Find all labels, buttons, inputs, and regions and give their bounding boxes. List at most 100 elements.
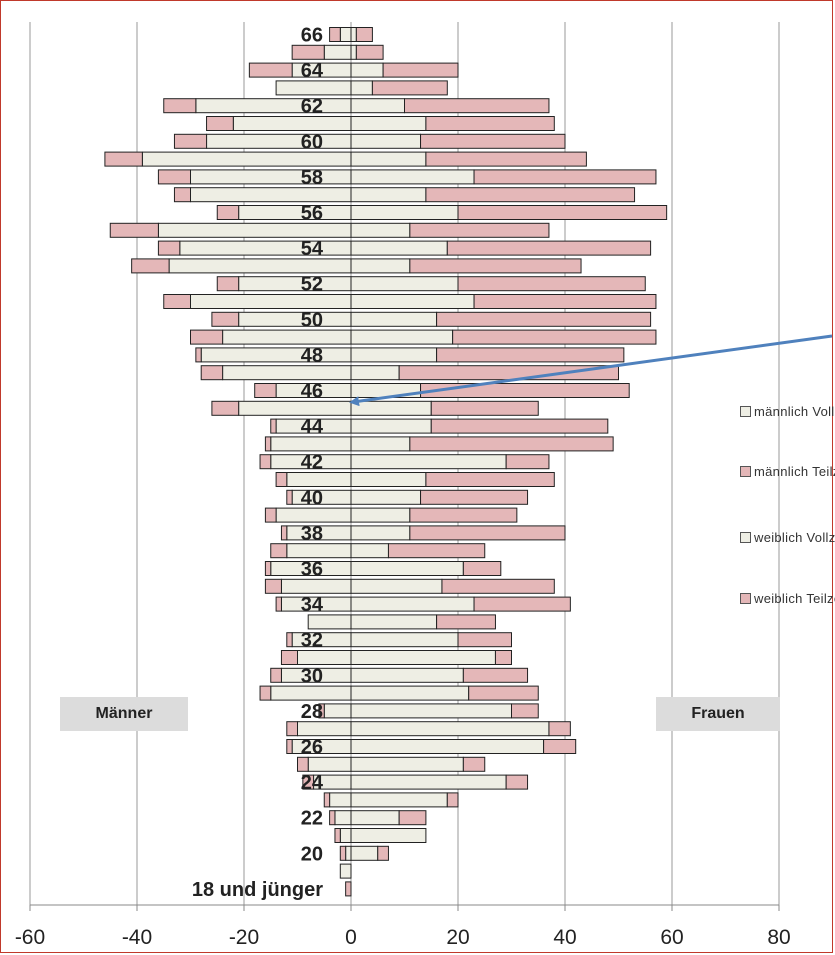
bar-maennlich-teilzeit — [255, 384, 276, 398]
bar-maennlich-teilzeit — [265, 562, 270, 576]
x-tick-label: 0 — [345, 926, 357, 949]
bar-weiblich-vollzeit — [351, 312, 437, 326]
bar-weiblich-teilzeit — [437, 615, 496, 629]
bar-maennlich-teilzeit — [174, 188, 190, 202]
bar-weiblich-teilzeit — [447, 793, 458, 807]
bar-maennlich-teilzeit — [265, 437, 270, 451]
bar-weiblich-teilzeit — [410, 437, 613, 451]
legend-label: männlich Vollzeit — [740, 401, 835, 422]
bar-weiblich-vollzeit — [351, 615, 437, 629]
bar-maennlich-teilzeit — [271, 544, 287, 558]
bar-maennlich-teilzeit — [265, 508, 276, 522]
bar-maennlich-vollzeit — [281, 579, 351, 593]
bar-weiblich-teilzeit — [495, 651, 511, 665]
x-tick-label: 60 — [660, 926, 683, 949]
bar-weiblich-teilzeit — [474, 295, 656, 309]
bar-maennlich-vollzeit — [180, 241, 351, 255]
bar-weiblich-teilzeit — [506, 455, 549, 469]
bar-weiblich-teilzeit — [458, 206, 667, 220]
bar-weiblich-teilzeit — [426, 152, 587, 166]
bar-weiblich-teilzeit — [437, 348, 624, 362]
legend-item-maennlich-vollzeit: männlich Vollzeit — [740, 401, 835, 422]
y-tick-label: 50 — [301, 309, 323, 331]
y-tick-label: 60 — [301, 131, 323, 153]
y-tick-label: 32 — [301, 630, 323, 652]
bar-maennlich-vollzeit — [340, 28, 351, 42]
bar-weiblich-vollzeit — [351, 722, 549, 736]
x-tick-label: 40 — [553, 926, 576, 949]
y-tick-label: 62 — [301, 96, 323, 118]
legend-item-weiblich-vollzeit: weiblich Vollzeit — [740, 527, 835, 548]
bar-maennlich-vollzeit — [223, 330, 351, 344]
bar-maennlich-vollzeit — [239, 312, 351, 326]
bar-maennlich-vollzeit — [340, 864, 351, 878]
bar-weiblich-vollzeit — [351, 348, 437, 362]
legend-swatch — [740, 466, 751, 477]
bar-maennlich-vollzeit — [201, 348, 351, 362]
bar-weiblich-teilzeit — [426, 473, 554, 487]
bar-weiblich-vollzeit — [351, 562, 463, 576]
bar-weiblich-vollzeit — [351, 490, 421, 504]
y-tick-label: 38 — [301, 523, 323, 545]
bar-weiblich-teilzeit — [405, 99, 549, 113]
bar-maennlich-teilzeit — [265, 579, 281, 593]
legend-item-weiblich-teilzeit: weiblich Teilzeit — [740, 588, 835, 609]
bar-maennlich-teilzeit — [330, 811, 335, 825]
bar-maennlich-teilzeit — [212, 401, 239, 415]
y-tick-label: 54 — [301, 238, 324, 260]
bar-weiblich-vollzeit — [351, 277, 458, 291]
bar-weiblich-vollzeit — [351, 668, 463, 682]
bar-weiblich-vollzeit — [351, 793, 447, 807]
bar-maennlich-teilzeit — [196, 348, 201, 362]
bar-maennlich-teilzeit — [249, 63, 292, 77]
bar-weiblich-vollzeit — [351, 81, 372, 95]
bar-maennlich-vollzeit — [308, 757, 351, 771]
bar-maennlich-teilzeit — [335, 829, 340, 843]
bar-maennlich-vollzeit — [335, 811, 351, 825]
bar-weiblich-vollzeit — [351, 170, 474, 184]
bar-maennlich-teilzeit — [324, 793, 329, 807]
bar-weiblich-teilzeit — [356, 28, 372, 42]
bar-maennlich-teilzeit — [191, 330, 223, 344]
bar-weiblich-teilzeit — [442, 579, 554, 593]
legend-label: weiblich Teilzeit — [740, 588, 835, 609]
bar-weiblich-teilzeit — [372, 81, 447, 95]
x-axis: -60 -40 -20 0 20 40 60 80 — [15, 905, 791, 949]
bar-maennlich-teilzeit — [110, 223, 158, 237]
bar-maennlich-vollzeit — [239, 401, 351, 415]
bar-weiblich-teilzeit — [437, 312, 651, 326]
y-tick-label: 20 — [301, 843, 323, 865]
bar-maennlich-teilzeit — [340, 846, 345, 860]
legend-swatch — [740, 532, 751, 543]
bar-weiblich-teilzeit — [469, 686, 539, 700]
bar-maennlich-teilzeit — [287, 490, 292, 504]
bar-weiblich-vollzeit — [351, 223, 410, 237]
bar-weiblich-vollzeit — [351, 597, 474, 611]
bar-maennlich-vollzeit — [158, 223, 351, 237]
bar-weiblich-vollzeit — [351, 28, 356, 42]
y-tick-label: 34 — [301, 594, 324, 616]
bar-weiblich-teilzeit — [474, 170, 656, 184]
bar-maennlich-teilzeit — [260, 686, 271, 700]
bar-weiblich-vollzeit — [351, 259, 410, 273]
x-tick-label: -60 — [15, 926, 45, 949]
bar-weiblich-teilzeit — [388, 544, 484, 558]
bar-maennlich-vollzeit — [207, 134, 351, 148]
legend-swatch — [740, 593, 751, 604]
bar-weiblich-vollzeit — [351, 152, 426, 166]
bar-weiblich-vollzeit — [351, 473, 426, 487]
bar-weiblich-vollzeit — [351, 63, 383, 77]
bar-maennlich-vollzeit — [239, 206, 351, 220]
y-tick-label: 24 — [301, 772, 324, 794]
y-tick-label: 52 — [301, 274, 323, 296]
y-tick-label: 44 — [301, 416, 324, 438]
bar-maennlich-teilzeit — [260, 455, 271, 469]
bar-maennlich-vollzeit — [298, 722, 352, 736]
bar-maennlich-teilzeit — [298, 757, 309, 771]
bar-weiblich-teilzeit — [383, 63, 458, 77]
bar-maennlich-vollzeit — [223, 366, 351, 380]
bar-weiblich-teilzeit — [378, 846, 389, 860]
bar-weiblich-teilzeit — [426, 117, 554, 131]
bar-weiblich-vollzeit — [351, 117, 426, 131]
